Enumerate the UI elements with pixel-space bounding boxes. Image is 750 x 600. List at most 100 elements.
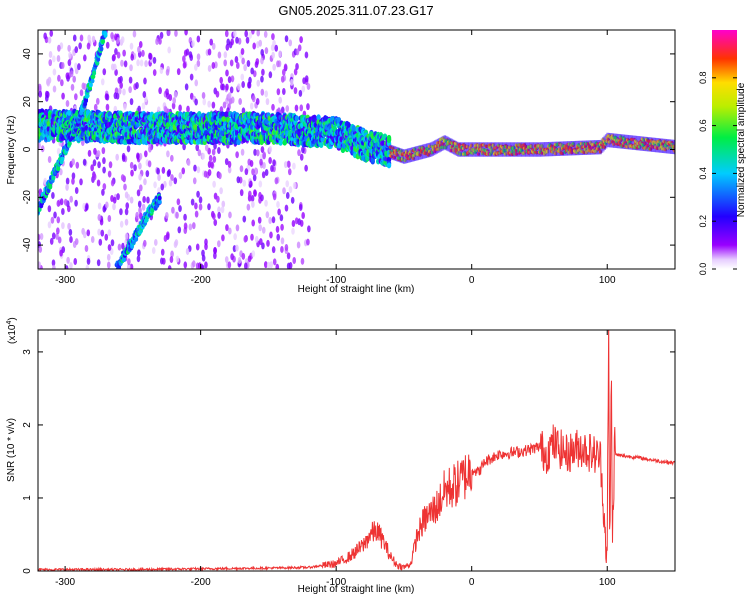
heatmap-speckle — [110, 179, 115, 187]
heatmap-speckle — [194, 63, 198, 71]
heatmap-speckle — [176, 68, 181, 76]
heatmap-speckle — [71, 172, 76, 180]
heatmap-speckle — [106, 253, 111, 261]
heatmap-speckle — [165, 68, 170, 76]
heatmap-speckle — [112, 203, 116, 211]
heatmap-speckle — [295, 48, 300, 56]
heatmap-speckle — [75, 161, 80, 169]
heatmap-speckle — [251, 250, 256, 258]
heatmap-speckle — [116, 193, 120, 201]
heatmap-speckle — [138, 152, 143, 160]
heatmap-speckle — [72, 75, 77, 83]
heatmap-speckle — [144, 60, 148, 68]
heatmap-speckle — [211, 42, 216, 50]
heatmap-speckle — [138, 212, 143, 220]
heatmap-speckle — [220, 206, 225, 214]
heatmap-speckle — [123, 60, 128, 68]
heatmap-speckle — [217, 206, 221, 214]
heatmap-speckle — [228, 211, 232, 219]
heatmap-cell — [294, 115, 300, 122]
heatmap-speckle — [147, 160, 152, 168]
heatmap-speckle — [107, 229, 112, 237]
heatmap-speckle — [112, 196, 117, 204]
heatmap-speckle — [275, 263, 280, 269]
heatmap-speckle — [120, 174, 125, 182]
heatmap-speckle — [86, 257, 91, 265]
heatmap-speckle — [51, 232, 56, 240]
heatmap-speckle — [275, 225, 280, 233]
heatmap-speckle — [137, 105, 141, 113]
spectrogram-xtick-label: -300 — [55, 275, 75, 286]
heatmap-speckle — [210, 161, 214, 169]
heatmap-speckle — [224, 256, 229, 264]
heatmap-speckle — [201, 152, 206, 160]
heatmap-speckle — [56, 54, 61, 62]
heatmap-speckle — [247, 255, 252, 263]
heatmap-speckle — [174, 239, 179, 247]
heatmap-speckle — [122, 49, 126, 57]
heatmap-speckle — [155, 37, 159, 45]
heatmap-speckle — [38, 90, 43, 98]
heatmap-speckle — [176, 198, 181, 206]
heatmap-speckle — [230, 75, 235, 83]
heatmap-speckle — [101, 188, 105, 196]
heatmap-streak-cell — [92, 70, 97, 76]
heatmap-speckle — [282, 187, 286, 195]
heatmap-speckle — [282, 88, 286, 96]
heatmap-speckle — [61, 208, 65, 216]
heatmap-speckle — [221, 200, 226, 208]
heatmap-speckle — [258, 224, 262, 232]
heatmap-speckle — [194, 210, 199, 218]
heatmap-speckle — [49, 30, 54, 37]
heatmap-speckle — [186, 105, 190, 113]
heatmap-speckle — [97, 202, 102, 210]
heatmap-speckle — [108, 161, 113, 169]
heatmap-speckle — [211, 101, 216, 109]
heatmap-speckle — [138, 162, 142, 170]
heatmap-speckle — [284, 35, 289, 43]
heatmap-speckle — [212, 155, 217, 163]
heatmap-speckle — [201, 254, 206, 262]
heatmap-speckle — [200, 264, 205, 269]
heatmap-speckle — [97, 228, 101, 236]
snr-xtick-label: -300 — [55, 577, 75, 588]
heatmap-speckle — [271, 103, 275, 111]
heatmap-speckle — [288, 39, 293, 47]
heatmap-speckle — [169, 256, 174, 264]
heatmap-speckle — [125, 202, 130, 210]
heatmap-speckle — [159, 67, 164, 75]
heatmap-speckle — [110, 63, 115, 71]
heatmap-speckle — [113, 105, 118, 113]
heatmap-speckle — [170, 250, 174, 258]
heatmap-speckle — [253, 189, 257, 197]
heatmap-speckle — [74, 62, 78, 70]
heatmap-speckle — [212, 212, 216, 220]
heatmap-speckle — [299, 153, 304, 161]
heatmap-speckle — [47, 155, 52, 163]
heatmap-speckle — [160, 183, 165, 191]
heatmap-speckle — [74, 93, 78, 101]
heatmap-speckle — [107, 244, 112, 252]
heatmap-speckle — [293, 87, 298, 95]
heatmap-speckle — [120, 36, 125, 44]
heatmap-speckle — [100, 78, 105, 86]
heatmap-speckle — [65, 72, 70, 80]
heatmap-speckle — [218, 172, 222, 180]
heatmap-speckle — [65, 183, 69, 191]
heatmap-speckle — [268, 217, 272, 225]
heatmap-speckle — [182, 55, 186, 63]
spectrogram-ylabel: Frequency (Hz) — [6, 116, 17, 185]
heatmap-speckle — [196, 190, 200, 198]
colorbar-tick-label: 0.2 — [698, 215, 708, 228]
heatmap-speckle — [135, 211, 139, 219]
heatmap-speckle — [251, 200, 255, 208]
heatmap-speckle — [105, 103, 110, 111]
heatmap-speckle — [204, 238, 208, 246]
heatmap-speckle — [116, 51, 121, 59]
heatmap-speckle — [121, 242, 125, 250]
heatmap-speckle — [288, 186, 293, 194]
heatmap-speckle — [107, 215, 112, 223]
heatmap-speckle — [178, 205, 182, 213]
